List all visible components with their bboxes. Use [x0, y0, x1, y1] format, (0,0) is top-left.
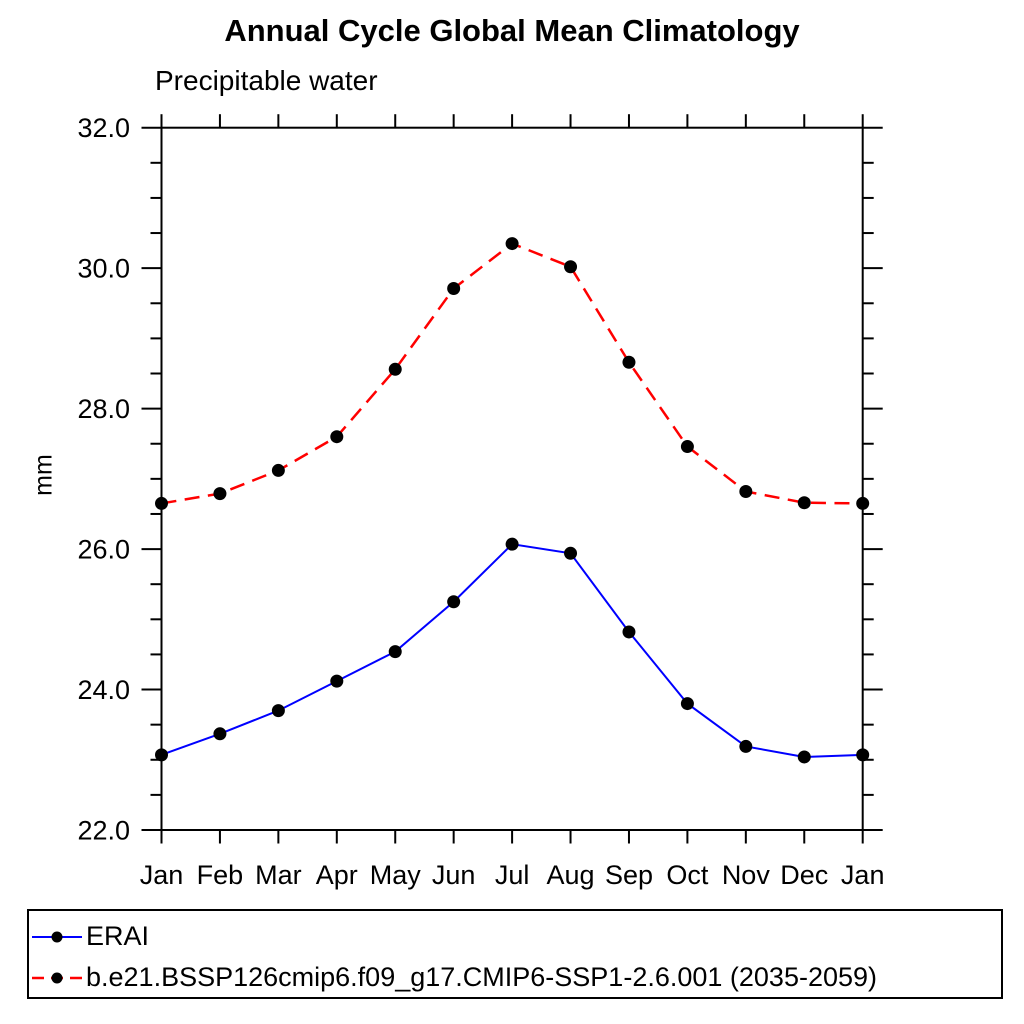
series-marker-0 [388, 645, 402, 659]
series-marker-1 [213, 487, 227, 501]
series-marker-0 [680, 697, 694, 711]
y-tick-label: 32.0 [77, 113, 130, 143]
y-tick-label: 26.0 [77, 535, 130, 565]
y-tick-label: 30.0 [77, 254, 130, 284]
x-tick-label: Mar [255, 860, 302, 890]
series-marker-1 [388, 362, 402, 376]
series-line-0 [161, 543, 863, 758]
series-marker-0 [797, 750, 811, 764]
legend-marker-ssp126 [51, 972, 63, 983]
x-tick-label: Dec [780, 860, 828, 890]
series-marker-1 [797, 496, 811, 510]
chart-subtitle: Precipitable water [155, 65, 378, 96]
legend-line-sample-solid [32, 931, 82, 942]
x-tick-label: Jun [432, 860, 476, 890]
legend-item-erai: ERAI [31, 921, 149, 952]
x-tick-label: Oct [666, 860, 709, 890]
y-tick-label: 24.0 [77, 675, 130, 705]
x-tick-label: Jan [841, 860, 885, 890]
series-marker-1 [622, 355, 636, 369]
series-marker-0 [155, 748, 168, 762]
y-tick-label: 28.0 [77, 394, 130, 424]
series-marker-0 [447, 595, 461, 609]
chart-title: Annual Cycle Global Mean Climatology [224, 13, 800, 48]
x-tick-label: Feb [197, 860, 244, 890]
series-marker-1 [447, 282, 461, 296]
series-marker-1 [155, 496, 168, 510]
series-marker-0 [739, 739, 753, 753]
x-tick-label: Jul [495, 860, 530, 890]
series-marker-1 [564, 260, 578, 274]
x-tick-label: Nov [722, 860, 771, 890]
series-marker-0 [856, 748, 870, 762]
legend-box: ERAI b.e21.BSSP126cmip6.f09_g17.CMIP6-SS… [27, 909, 1003, 999]
series-marker-1 [271, 463, 285, 477]
legend-marker-erai [51, 931, 63, 942]
series-marker-0 [622, 625, 636, 639]
legend-label-ssp126: b.e21.BSSP126cmip6.f09_g17.CMIP6-SSP1-2.… [86, 962, 878, 992]
series-marker-0 [271, 704, 285, 718]
x-tick-label: Aug [547, 860, 595, 890]
series-marker-1 [505, 237, 519, 251]
series-marker-1 [330, 430, 344, 444]
x-tick-label: Jan [140, 860, 184, 890]
legend-line-sample-dashed [32, 972, 82, 983]
series-marker-1 [739, 484, 753, 498]
series-marker-0 [505, 537, 519, 551]
plot-frame [160, 126, 864, 831]
legend-label-erai: ERAI [86, 921, 150, 951]
series-marker-0 [213, 727, 227, 741]
y-tick-label: 22.0 [77, 816, 130, 846]
series-marker-1 [856, 496, 870, 510]
series-marker-0 [330, 674, 344, 688]
x-tick-label: Sep [605, 860, 653, 890]
x-tick-label: May [370, 860, 422, 890]
x-tick-label: Apr [316, 860, 358, 890]
series-marker-1 [680, 440, 694, 454]
series-marker-0 [564, 546, 578, 560]
legend-item-ssp126: b.e21.BSSP126cmip6.f09_g17.CMIP6-SSP1-2.… [31, 962, 877, 993]
series-line-1 [161, 242, 863, 505]
